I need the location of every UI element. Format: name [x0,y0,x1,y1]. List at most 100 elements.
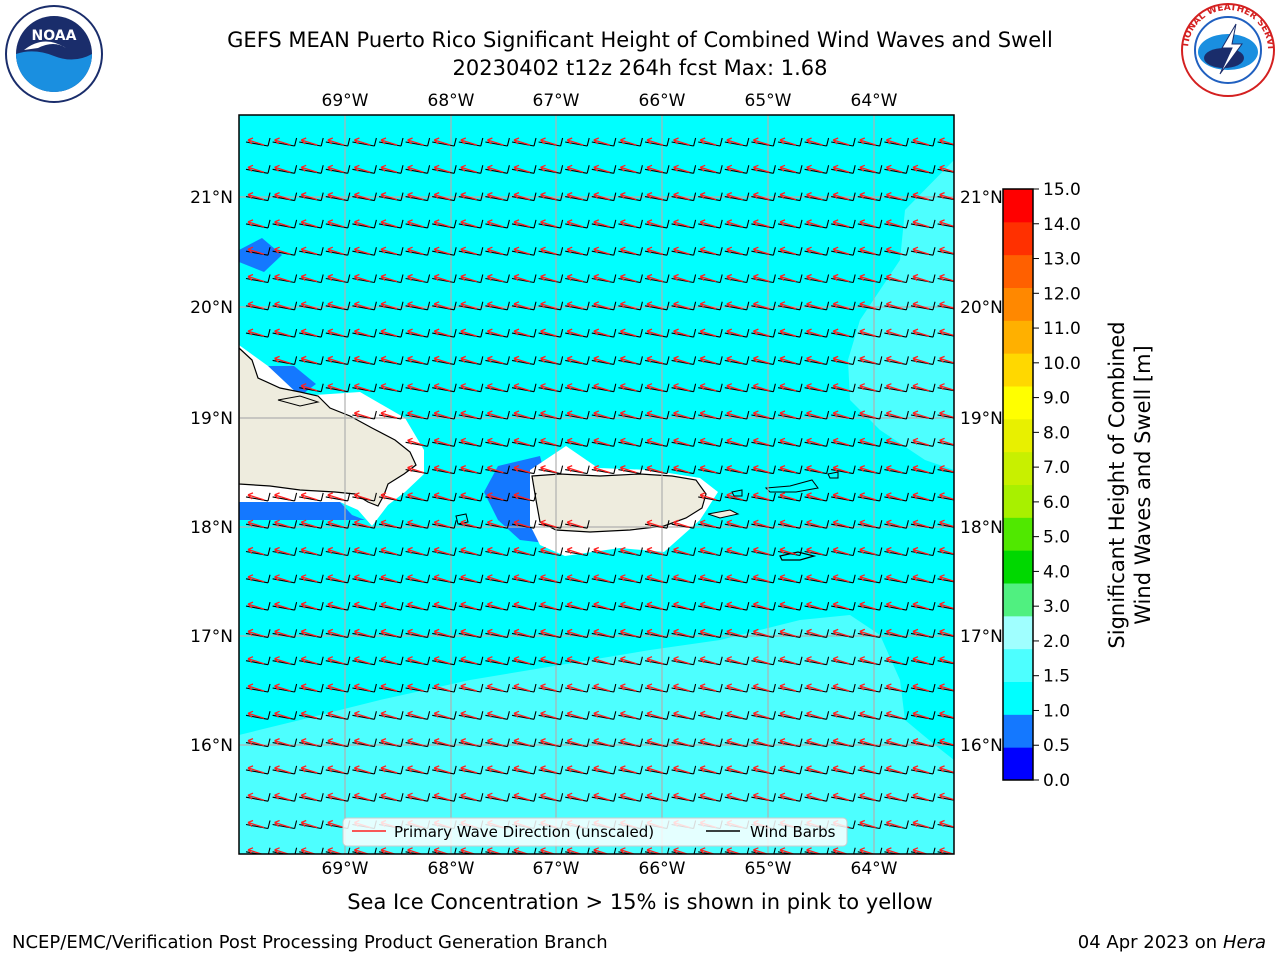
wind-barb [432,383,457,393]
wind-barb [857,465,883,475]
wave-direction-arrow [779,273,797,283]
culebra-island [731,489,743,497]
wave-direction-arrow [274,656,291,665]
wind-barb [671,438,697,447]
wind-barb [272,274,298,284]
wind-barb [804,247,830,256]
wind-barb [884,301,909,311]
wave-direction-arrow [699,737,717,747]
wind-barb [325,711,351,720]
wind-barb [857,656,883,666]
wind-barb [272,247,298,256]
wind-barb [245,793,271,802]
wave-direction-arrow [619,546,637,556]
wind-barb [378,738,404,748]
wave-direction-arrow [752,246,770,255]
wave-direction-arrow [540,574,557,583]
wind-barb [618,383,643,393]
wave-direction-arrow [646,546,664,556]
wind-barb [804,137,830,147]
wind-barb [245,574,271,584]
wave-direction-arrow [407,683,424,692]
wave-direction-arrow [912,219,930,228]
wind-barb [538,328,564,338]
wind-barb [884,219,909,229]
wind-barb [937,305,954,310]
wave-direction-arrow [486,464,504,474]
wind-barb [245,738,271,748]
wind-barb [777,520,803,529]
wave-direction-arrow [619,137,637,146]
wave-direction-arrow [726,410,743,419]
wind-barb [698,165,723,174]
wave-direction-arrow [726,546,743,556]
wave-direction-arrow [433,437,451,446]
wind-barb [591,219,617,229]
lat-label-left: 18°N [190,518,233,538]
wind-barb [325,328,351,338]
wind-barb [644,356,670,365]
wave-direction-arrow [460,410,477,419]
wind-barb [644,301,670,311]
wave-direction-arrow [619,792,637,801]
wind-barb [485,629,510,638]
wave-direction-arrow [752,792,770,801]
wind-barb [751,328,776,338]
wave-direction-arrow [247,191,265,201]
wave-direction-arrow [912,191,930,201]
wind-barb [485,765,510,775]
wind-barb [378,219,404,229]
wind-barb [698,137,723,147]
lat-label-right: 18°N [960,518,1003,538]
wave-direction-arrow [885,191,903,201]
wave-direction-arrow [619,601,637,610]
wave-direction-arrow [274,328,291,337]
wind-barb [777,656,803,666]
wind-barb [777,356,803,365]
wind-barb [884,711,909,720]
wind-barb [777,410,803,420]
wave-direction-arrow [327,219,344,228]
wind-barb [511,711,537,720]
wave-direction-arrow [274,710,291,719]
wind-barb [299,301,324,311]
wave-direction-arrow [832,464,850,474]
wave-direction-arrow [593,164,610,173]
wave-direction-arrow [699,519,717,528]
wave-direction-arrow [433,792,451,801]
wind-barb [591,410,617,420]
wind-barb [378,356,404,365]
wind-barb [485,793,510,802]
wind-barb [751,438,776,447]
wind-barb [671,301,697,311]
wave-direction-arrow [806,737,823,747]
wind-barb [724,219,750,229]
wave-direction-arrow [353,301,371,310]
wind-barb [299,520,324,529]
wave-direction-arrow [885,464,903,474]
wind-barb [618,547,643,557]
wave-direction-arrow [540,710,557,719]
wave-direction-arrow [566,737,584,747]
wave-direction-arrow [939,656,954,664]
wind-barb [325,492,351,502]
wind-barb [831,410,856,420]
wind-barb [352,192,377,202]
wind-barb [698,410,723,420]
wave-direction-arrow [752,219,770,228]
wave-direction-arrow [460,628,477,638]
wave-direction-arrow [673,546,690,556]
wind-barb [910,683,936,693]
wind-barb [458,356,484,365]
wind-barb [325,629,351,638]
wind-barb [299,820,324,830]
wave-direction-arrow [433,546,451,556]
wave-direction-arrow [673,246,690,255]
wind-barb [644,683,670,693]
wind-barb [618,765,643,775]
lat-label-left: 16°N [190,736,233,756]
wave-direction-arrow [832,683,850,692]
wave-direction-arrow [673,737,690,747]
wave-direction-arrow [646,164,664,173]
wind-barb [591,793,617,802]
